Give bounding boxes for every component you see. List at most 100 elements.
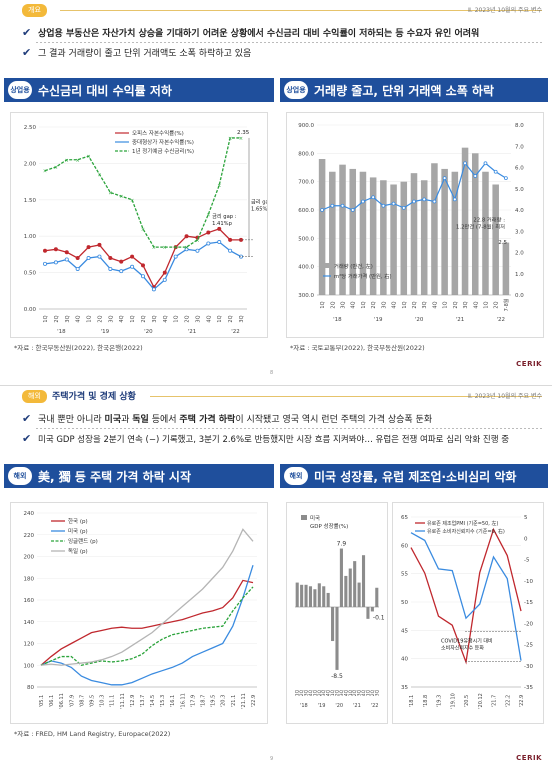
x-tick-label: 2Q: [370, 689, 376, 696]
year-label: '19: [101, 329, 110, 335]
x-tick-label: 3Q: [65, 315, 71, 322]
slide-1: 개요 Ⅱ. 2023년 10월의 주요 변수 ✔ 상업용 부동산은 자산가치 상…: [0, 0, 552, 384]
panel-badge: 해외: [8, 467, 32, 485]
x-tick-label: 2Q: [97, 315, 103, 322]
x-tick-label: '06.1: [49, 695, 55, 708]
x-tick-label: '09.5: [89, 695, 95, 708]
legend-label: 중대형상가 자본수익률(%): [132, 138, 194, 146]
page-number: 9: [270, 756, 274, 762]
data-point: [130, 254, 135, 259]
x-tick-label: '05.1: [39, 695, 45, 708]
volume-bar: [471, 153, 479, 295]
legend-label: 한국 (p): [68, 518, 88, 525]
y-right-tick-label: -15: [524, 600, 533, 606]
x-tick-label: '22.2: [505, 695, 511, 708]
gdp-bar: [366, 607, 370, 619]
price-point: [340, 203, 345, 208]
check-icon: ✔: [22, 431, 32, 445]
annotation: 소비자신뢰지수 둔화: [441, 644, 484, 651]
annotation: 1.2만건 (7-8월) 최저: [456, 222, 505, 230]
y-right-tick-label: 2.0: [515, 251, 524, 257]
data-point: [97, 242, 102, 247]
price-point: [401, 205, 406, 210]
right-chart-frame: 900.0 800.0 700.0 600.0 500.0 400.0 300.0 8.0 7.…: [286, 112, 544, 338]
cerik-logo: CERIK: [516, 360, 542, 368]
y-right-tick-label: 0.0: [515, 293, 524, 299]
y-right-tick-label: 4.0: [515, 208, 524, 214]
data-point: [228, 248, 233, 253]
year-label: '18: [300, 703, 308, 709]
data-point: [228, 237, 233, 242]
x-tick-label: 3Q: [381, 301, 387, 308]
header-rule: [150, 396, 542, 397]
data-point: ×: [86, 154, 90, 160]
price-point: [350, 208, 355, 212]
x-tick-label: 1Q: [87, 315, 93, 322]
y-tick-label: 1.00: [24, 234, 37, 240]
y-left-tick-label: 40: [401, 657, 408, 663]
bullet-text: 상업용 부동산은 자산가치 상승을 기대하기 어려운 상황에서 수신금리 대비 …: [38, 29, 480, 39]
y-right-tick-label: -25: [524, 643, 533, 649]
legend-label: 유로존 소비자신뢰지수 (기준=0, 右): [427, 528, 505, 535]
x-tick-label: 1Q: [320, 301, 326, 308]
series-line: [410, 527, 522, 665]
annotation-value: -0.1: [373, 614, 385, 621]
data-point: [86, 256, 91, 261]
x-tick-label: 4Q: [206, 315, 212, 322]
data-point: [195, 248, 200, 253]
year-label: '20: [415, 317, 424, 323]
gdp-bar: [335, 607, 339, 670]
price-point: [442, 176, 447, 181]
series-line: [44, 228, 241, 289]
y-right-tick-label: -10: [524, 579, 533, 585]
section-title: 주택가격 및 경제 상황: [52, 392, 136, 402]
x-tick-label: '08.7: [79, 695, 85, 708]
x-tick-label: 2Q: [141, 315, 147, 322]
data-point: [53, 247, 58, 252]
legend-swatch: [323, 263, 331, 268]
price-point: [473, 174, 478, 178]
volume-bar: [492, 184, 499, 295]
panel-title: 미국 성장률, 유럽 제조업·소비심리 악화: [314, 469, 517, 484]
x-tick-label: 4Q: [361, 689, 367, 696]
transaction-volume-chart: 900.0 800.0 700.0 600.0 500.0 400.0 300.0 8.0 7.…: [298, 123, 524, 323]
x-tick-label: 2Q: [352, 689, 358, 696]
source-note: *자료 : FRED, HM Land Registry, Europace(2…: [14, 730, 171, 738]
year-label: '20: [335, 703, 343, 709]
data-point: ×: [76, 158, 80, 164]
data-point: [53, 260, 58, 265]
y-left-tick-label: 65: [401, 515, 408, 521]
y-left-tick-label: 700.0: [298, 180, 314, 186]
y-left-tick-label: 400.0: [298, 265, 314, 271]
annotation-peak: 2.35: [237, 130, 250, 136]
left-chart-frame: 2.50 2.00 1.50 1.00 0.50 0.00 1Q 2Q 3Q 4Q 1Q 2Q 3Q 4Q…: [10, 112, 276, 338]
gdp-chart-frame: 미국 GDP 성장률(%) 7.9 -8.5 -0.1 1Q 2Q 3Q 4Q 1Q 2Q 3Q 4Q 1…: [286, 502, 388, 724]
check-icon: ✔: [22, 25, 32, 39]
source-note: *자료 : 국토교통부(2022), 한국부동산원(2022): [290, 344, 425, 352]
series-line: [410, 532, 522, 661]
volume-bar: [441, 168, 448, 295]
data-point: ×: [141, 227, 145, 233]
volume-bar: [329, 171, 336, 295]
x-tick-label: '21.11: [241, 693, 247, 709]
x-tick-label: '17.9: [190, 695, 196, 708]
x-tick-label: 1Q: [443, 301, 449, 308]
volume-bar: [451, 171, 459, 295]
left-panel-header: 상업용 수신금리 대비 수익률 저하: [4, 78, 274, 102]
x-tick-label: 3Q: [108, 315, 114, 322]
gdp-bar: [348, 568, 352, 607]
data-point: [140, 263, 145, 268]
x-tick-label: 7-8월: [503, 298, 510, 311]
panel-badge: 상업용: [8, 81, 32, 99]
volume-bar: [318, 159, 326, 295]
x-tick-label: 1Q: [130, 315, 136, 322]
x-tick-label: 2Q: [412, 301, 418, 308]
gdp-bar: [326, 592, 330, 607]
gdp-bar: [322, 586, 326, 607]
check-icon: ✔: [22, 45, 32, 59]
left-panel-header: 해외 美, 獨 등 주택 가격 하락 시작: [4, 464, 274, 488]
y-tick-label: 2.00: [24, 161, 37, 167]
gdp-bar: [295, 582, 299, 607]
x-tick-label: '20.3: [221, 695, 227, 708]
